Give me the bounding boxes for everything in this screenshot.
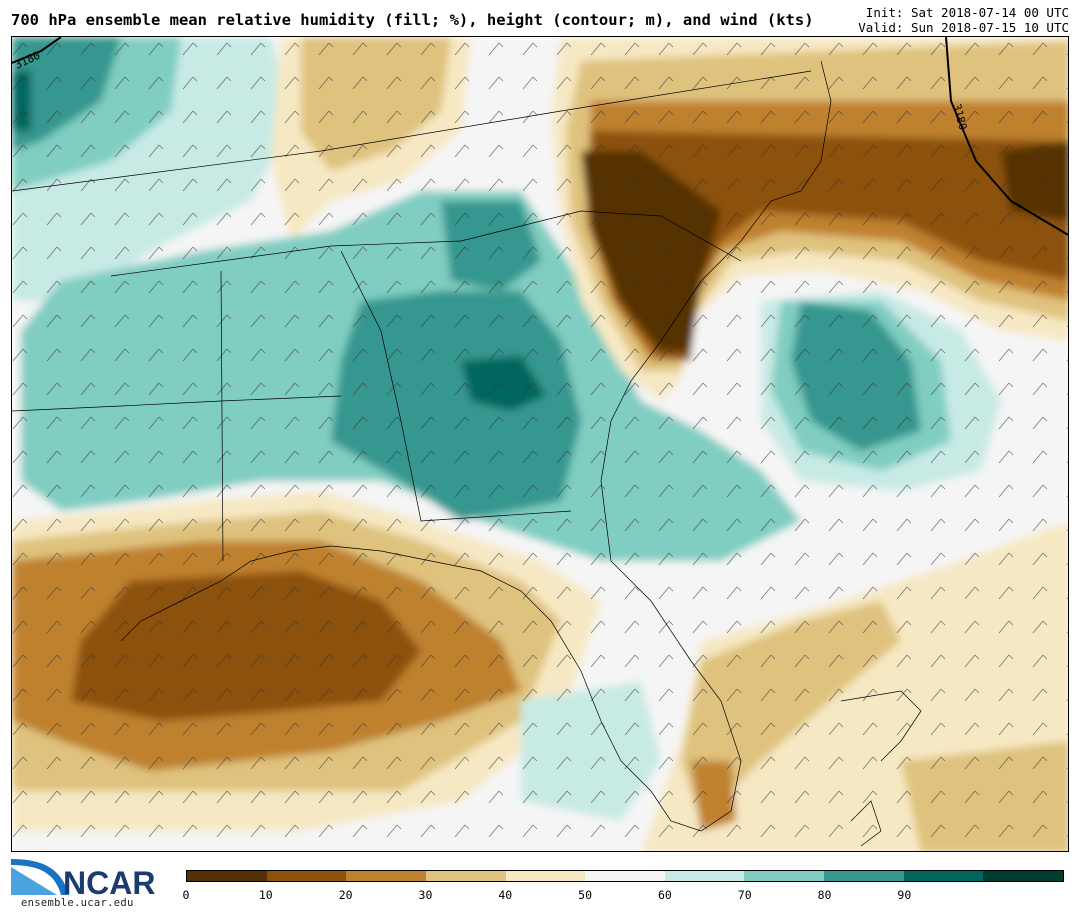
colorbar-tick-label: 60 [657,888,672,902]
valid-time: Valid: Sun 2018-07-15 10 UTC [858,20,1069,35]
wind-barbs [12,37,1068,851]
colorbar-tick-label: 80 [817,888,832,902]
colorbar-segment [585,871,665,881]
colorbar-segment [824,871,904,881]
colorbar-segment [505,871,586,881]
coastlines-and-borders [12,60,922,847]
colorbar-segment [983,871,1064,881]
colorbar-segment [346,871,426,881]
ncar-swoosh-icon [11,859,69,895]
run-times: Init: Sat 2018-07-14 00 UTC Valid: Sun 2… [858,5,1069,35]
logo-url: ensemble.ucar.edu [21,897,134,909]
humidity-colorbar [186,870,1064,882]
colorbar-tick-label: 10 [258,888,273,902]
humidity-map: 3180 3180 [12,37,1068,851]
colorbar-segment [744,871,825,881]
colorbar-tick-label: 70 [737,888,752,902]
colorbar-segment [266,871,347,881]
init-time: Init: Sat 2018-07-14 00 UTC [865,5,1069,20]
colorbar-ticks: 0 10 20 30 40 50 60 70 80 90 [182,888,1064,904]
height-contour-3180 [12,37,1068,236]
map-panel: 3180 3180 [11,36,1069,852]
colorbar-segment [664,871,745,881]
colorbar-tick-label: 90 [897,888,912,902]
colorbar-tick-label: 20 [338,888,353,902]
colorbar-tick-label: 50 [578,888,593,902]
colorbar-segment [903,871,984,881]
colorbar-tick-label: 30 [418,888,433,902]
chart-title: 700 hPa ensemble mean relative humidity … [11,11,814,29]
colorbar-segment [187,871,267,881]
ncar-wordmark: NCAR [63,865,155,901]
colorbar-tick-label: 0 [182,888,190,902]
colorbar-segment [425,871,506,881]
ncar-logo: NCAR [11,859,155,901]
colorbar-tick-label: 40 [498,888,513,902]
